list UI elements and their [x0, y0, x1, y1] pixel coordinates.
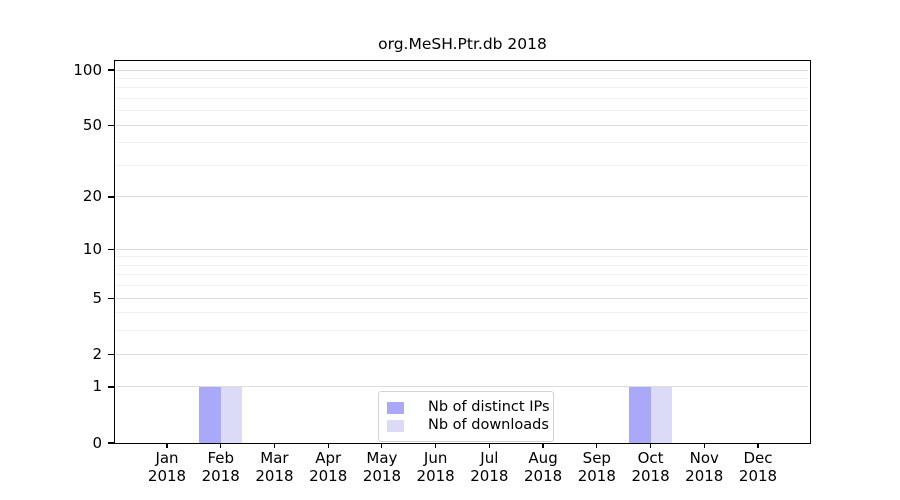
y-axis-tick	[108, 69, 115, 71]
y-axis-tick	[108, 297, 115, 299]
y-gridline-major	[116, 353, 808, 355]
y-axis-tick	[108, 353, 115, 355]
y-axis-tick	[108, 442, 115, 444]
x-axis-tick	[596, 443, 598, 448]
bar-distinct-ips	[628, 386, 651, 443]
y-gridline-major	[116, 124, 808, 126]
y-axis-tick	[108, 248, 115, 250]
y-gridline-major	[116, 196, 808, 198]
legend-item-downloads: Nb of downloads	[387, 417, 549, 434]
y-gridline-minor	[116, 330, 808, 332]
y-gridline-minor	[116, 98, 808, 100]
bar-downloads	[650, 386, 673, 443]
chart-title: org.MeSH.Ptr.db 2018	[378, 35, 547, 53]
y-tick-label: 1	[92, 377, 102, 396]
y-gridline-minor	[116, 312, 808, 314]
x-tick-label: Sep 2018	[577, 449, 616, 485]
x-tick-label: May 2018	[362, 449, 401, 485]
x-tick-label: Jan 2018	[147, 449, 187, 485]
x-axis-tick	[649, 443, 652, 448]
x-axis-tick	[435, 443, 437, 448]
y-tick-label: 2	[92, 344, 102, 363]
y-gridline-minor	[116, 110, 808, 112]
x-tick-label: Apr 2018	[309, 449, 348, 485]
y-tick-label: 10	[82, 239, 102, 258]
y-axis-tick	[108, 124, 115, 126]
y-gridline-minor	[116, 285, 808, 287]
y-gridline-major	[116, 69, 808, 71]
x-axis-tick	[220, 443, 222, 448]
bar-distinct-ips	[199, 386, 221, 443]
legend-swatch-downloads	[387, 419, 404, 432]
x-tick-label: Feb 2018	[201, 449, 240, 485]
y-axis-tick	[108, 386, 115, 388]
x-axis-tick	[273, 443, 276, 448]
bar-downloads	[220, 386, 243, 443]
x-tick-label: Dec 2018	[738, 449, 778, 485]
y-gridline-minor	[116, 264, 808, 266]
legend: Nb of distinct IPs Nb of downloads	[378, 391, 554, 442]
legend-label-downloads: Nb of downloads	[428, 417, 549, 433]
y-tick-label: 100	[73, 60, 102, 79]
y-tick-label: 20	[82, 187, 102, 206]
x-axis-tick	[327, 443, 329, 448]
x-tick-label: Nov 2018	[685, 449, 724, 485]
y-gridline-minor	[116, 142, 808, 144]
y-gridline-minor	[116, 87, 808, 89]
x-axis-tick	[542, 443, 544, 448]
y-gridline-major	[116, 297, 808, 299]
y-axis-tick	[108, 196, 115, 198]
y-tick-label: 50	[82, 115, 102, 134]
legend-swatch-distinct-ips	[387, 401, 404, 414]
x-axis-tick	[703, 443, 705, 448]
y-gridline-minor	[116, 274, 808, 276]
x-tick-label: Oct 2018	[631, 449, 670, 485]
y-gridline-minor	[116, 256, 808, 258]
x-tick-label: Jul 2018	[470, 449, 509, 485]
x-axis-tick	[166, 443, 168, 448]
x-axis-tick	[757, 443, 759, 448]
y-gridline-major	[116, 248, 808, 250]
x-axis-tick	[381, 443, 383, 448]
legend-item-distinct-ips: Nb of distinct IPs	[387, 399, 550, 416]
x-tick-label: Aug 2018	[523, 449, 563, 485]
y-gridline-major	[116, 386, 808, 388]
y-tick-label: 0	[92, 433, 102, 452]
x-axis-tick	[488, 443, 490, 448]
y-gridline-minor	[116, 77, 808, 79]
x-tick-label: Jun 2018	[416, 449, 455, 485]
y-gridline-minor	[116, 165, 808, 166]
legend-label-distinct-ips: Nb of distinct IPs	[428, 399, 550, 415]
y-tick-label: 5	[92, 288, 102, 307]
x-tick-label: Mar 2018	[255, 449, 294, 485]
